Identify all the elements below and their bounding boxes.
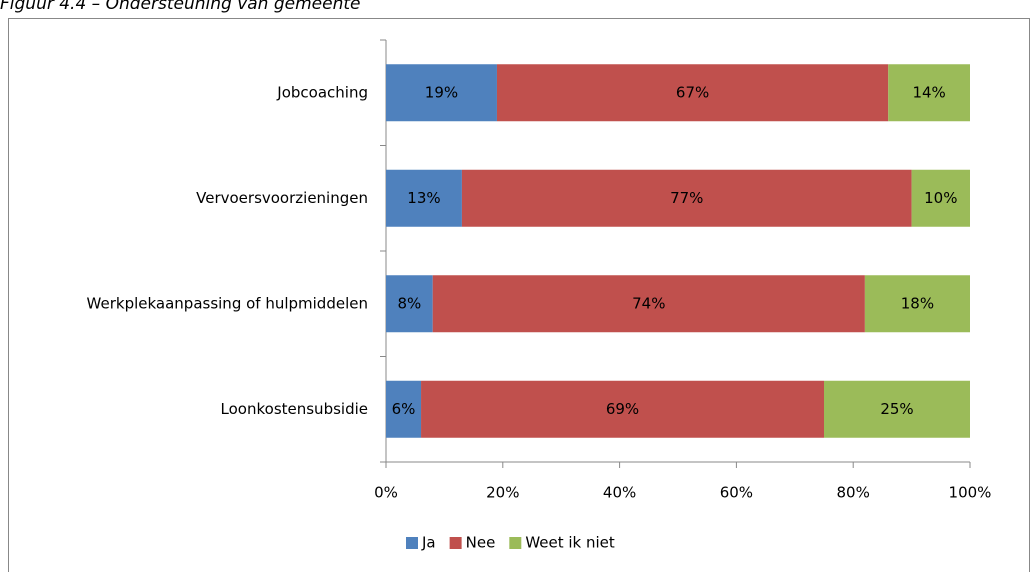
data-label: 14% — [912, 83, 945, 101]
legend-swatch — [406, 537, 418, 549]
bar-segment — [911, 169, 970, 227]
chart-title: Figuur 4.4 – Ondersteuning van gemeente — [0, 0, 360, 14]
legend-swatch — [449, 537, 462, 549]
legend-label: Nee — [466, 534, 496, 552]
x-tick-label: 80% — [837, 484, 870, 502]
x-tick-label: 100% — [949, 484, 992, 502]
data-label: 18% — [901, 294, 934, 312]
bar-segment — [386, 275, 433, 333]
bar-segment — [888, 64, 970, 122]
legend-label: Ja — [421, 534, 436, 552]
bar-segment — [461, 169, 912, 227]
legend-label: Weet ik niet — [525, 534, 615, 552]
data-label: 8% — [397, 294, 421, 312]
x-tick-label: 40% — [603, 484, 636, 502]
title-bg — [0, 0, 500, 18]
bar-segment — [864, 275, 970, 333]
y-tick-label: Loonkostensubsidie — [221, 400, 368, 418]
data-label: 74% — [632, 294, 665, 312]
x-tick-label: 20% — [486, 484, 519, 502]
bar-segment — [432, 275, 865, 333]
data-label: 67% — [676, 83, 709, 101]
bar-segment — [386, 380, 422, 438]
bar-segment — [386, 169, 462, 227]
data-label: 25% — [880, 400, 913, 418]
bar-segment — [824, 380, 970, 438]
data-label: 10% — [924, 189, 957, 207]
data-label: 77% — [670, 189, 703, 207]
y-tick-label: Jobcoaching — [276, 83, 368, 101]
bar-segment — [386, 64, 497, 122]
x-tick-label: 0% — [374, 484, 398, 502]
data-label: 6% — [392, 400, 416, 418]
data-label: 19% — [425, 83, 458, 101]
bar-segment — [421, 380, 824, 438]
legend-swatch — [509, 537, 522, 549]
bar-segment — [496, 64, 889, 122]
y-tick-label: Werkplekaanpassing of hulpmiddelen — [87, 294, 368, 312]
x-tick-label: 60% — [720, 484, 753, 502]
data-label: 13% — [407, 189, 440, 207]
y-tick-label: Vervoersvoorzieningen — [196, 189, 368, 207]
data-label: 69% — [606, 400, 639, 418]
